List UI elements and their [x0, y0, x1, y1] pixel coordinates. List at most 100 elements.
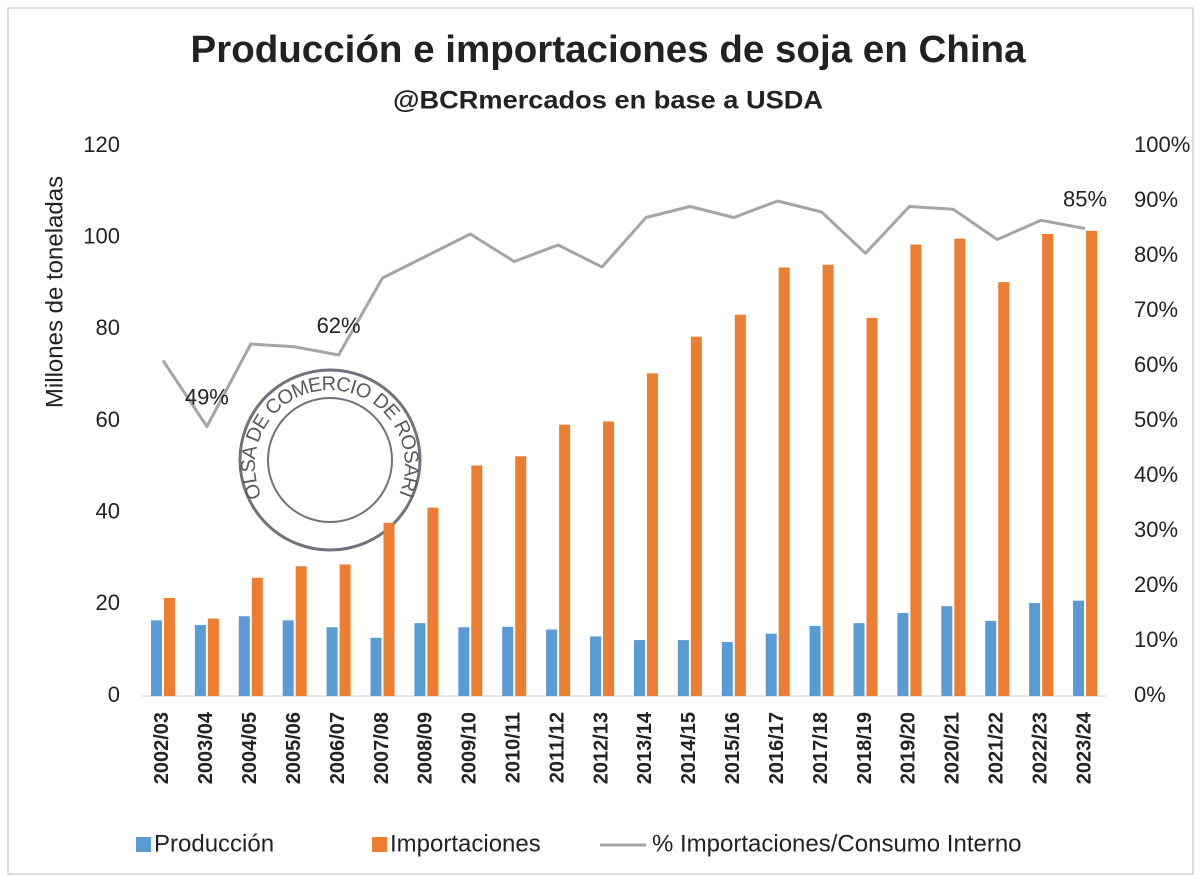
- x-tick-label: 2022/23: [1029, 712, 1051, 784]
- bar: [515, 456, 527, 696]
- data-label: 62%: [317, 313, 361, 338]
- bar: [282, 620, 294, 696]
- y-tick-label: 80: [96, 315, 120, 340]
- bar: [734, 314, 746, 696]
- bar: [603, 421, 615, 696]
- bar: [985, 620, 997, 696]
- y2-tick-label: 40%: [1134, 462, 1178, 487]
- bar: [897, 613, 909, 696]
- data-label: 85%: [1063, 186, 1107, 211]
- x-tick-label: 2020/21: [942, 712, 964, 784]
- x-tick-label: 2011/12: [546, 712, 568, 783]
- bar: [646, 373, 658, 696]
- bar: [633, 640, 645, 696]
- y2-tick-label: 50%: [1134, 407, 1178, 432]
- y2-tick-label: 70%: [1134, 297, 1178, 322]
- bar: [471, 465, 483, 696]
- bar: [383, 522, 395, 696]
- frame: [7, 7, 1194, 875]
- bar: [207, 618, 219, 696]
- x-tick-label: 2006/07: [327, 712, 349, 784]
- bar: [194, 624, 206, 696]
- bar: [339, 564, 351, 696]
- bar: [458, 627, 470, 696]
- bar: [809, 625, 821, 696]
- bar: [822, 264, 834, 696]
- bar: [427, 507, 439, 696]
- x-tick-label: 2010/11: [503, 712, 525, 783]
- logo-inner: [267, 397, 393, 523]
- logo-ring: [238, 368, 422, 552]
- bar: [998, 282, 1010, 696]
- legend-swatch: [136, 837, 151, 852]
- x-tick-label: 2021/22: [986, 712, 1008, 784]
- bar: [502, 626, 514, 696]
- bar: [163, 597, 175, 696]
- x-tick-label: 2009/10: [459, 712, 481, 784]
- x-tick-label: 2007/08: [371, 712, 393, 784]
- y2-tick-label: 20%: [1134, 572, 1178, 597]
- x-tick-label: 2019/20: [898, 712, 920, 784]
- y-tick-label: 40: [96, 498, 120, 523]
- x-tick-label: 2018/19: [854, 712, 876, 784]
- bar: [295, 566, 307, 696]
- bar: [590, 636, 602, 696]
- bar: [150, 620, 162, 696]
- bar: [778, 267, 790, 696]
- bar: [1042, 234, 1054, 696]
- bar: [690, 336, 702, 696]
- chart-subtitle: @BCRmercados en base a USDA: [393, 87, 823, 115]
- bar: [370, 637, 382, 696]
- bar: [326, 627, 338, 696]
- y-tick-label: 60: [96, 407, 120, 432]
- y-tick-label: 20: [96, 590, 120, 615]
- y-tick-label: 100: [83, 223, 120, 248]
- y2-tick-label: 80%: [1134, 242, 1178, 267]
- x-tick-label: 2013/14: [634, 711, 656, 784]
- bar: [941, 606, 953, 696]
- line: [161, 199, 1086, 428]
- x-tick-label: 2023/24: [1073, 711, 1095, 784]
- data-label: 49%: [185, 384, 229, 409]
- bar: [414, 623, 426, 696]
- x-tick-label: 2015/16: [722, 712, 744, 784]
- y2-tick-label: 0%: [1134, 682, 1166, 707]
- bar: [954, 238, 966, 697]
- x-tick-label: 2005/06: [283, 712, 305, 784]
- x-tick-label: 2002/03: [151, 712, 173, 784]
- y-tick-label: 120: [83, 132, 120, 157]
- y2-tick-label: 30%: [1134, 517, 1178, 542]
- chart-title: Producción e importaciones de soja en Ch…: [191, 29, 1027, 71]
- legend-swatch: [372, 837, 387, 852]
- legend-label: % Importaciones/Consumo Interno: [652, 830, 1022, 857]
- legend-label: Producción: [154, 830, 274, 857]
- bar: [559, 424, 571, 696]
- bar: [721, 641, 733, 696]
- bar: [866, 317, 878, 696]
- bar: [910, 244, 922, 696]
- bar: [677, 640, 689, 696]
- x-tick-label: 2012/13: [590, 712, 612, 784]
- bar: [853, 623, 865, 696]
- y2-tick-label: 100%: [1134, 132, 1190, 157]
- y-axis-label: Millones de toneladas: [41, 176, 68, 408]
- y-tick-label: 0: [108, 682, 120, 707]
- bar: [546, 629, 558, 696]
- x-tick-label: 2008/09: [415, 712, 437, 784]
- y2-tick-label: 90%: [1134, 187, 1178, 212]
- x-tick-label: 2014/15: [678, 712, 700, 784]
- x-tick-label: 2017/18: [810, 712, 832, 784]
- x-tick-label: 2016/17: [766, 712, 788, 784]
- y2-tick-label: 60%: [1134, 352, 1178, 377]
- bar: [251, 577, 263, 696]
- bar: [1073, 600, 1085, 696]
- legend-label: Importaciones: [390, 830, 541, 857]
- bar: [1086, 230, 1098, 696]
- bar: [238, 616, 250, 696]
- bar: [1029, 602, 1041, 696]
- y2-tick-label: 10%: [1134, 627, 1178, 652]
- x-tick-label: 2003/04: [195, 711, 217, 784]
- bar: [765, 633, 777, 696]
